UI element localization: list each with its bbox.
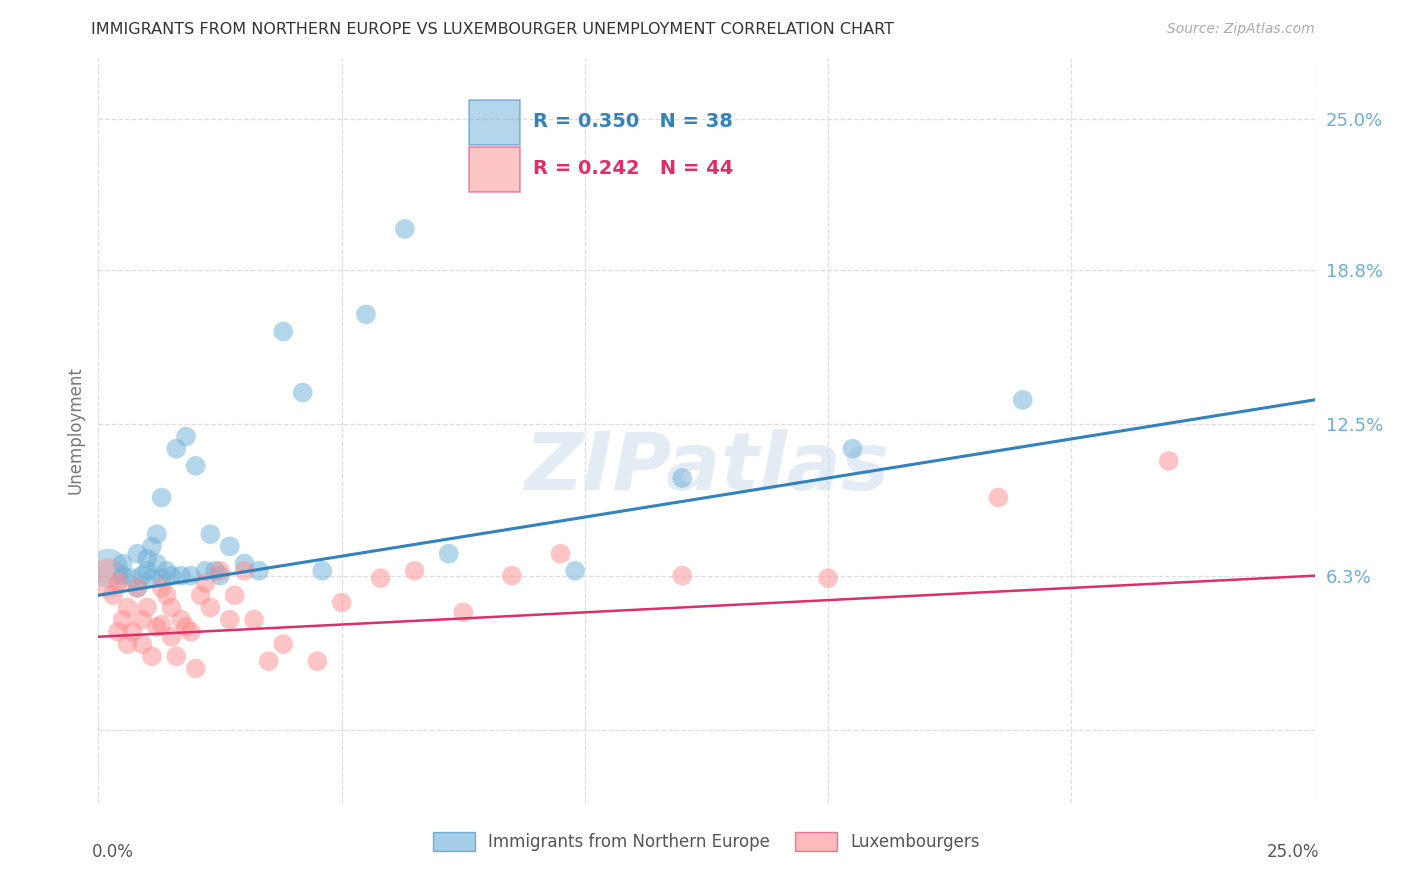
Point bbox=[131, 637, 153, 651]
Legend: Immigrants from Northern Europe, Luxembourgers: Immigrants from Northern Europe, Luxembo… bbox=[426, 825, 987, 858]
Point bbox=[170, 613, 193, 627]
Point bbox=[204, 564, 226, 578]
Point bbox=[404, 564, 426, 578]
Point bbox=[218, 540, 240, 554]
Point bbox=[131, 613, 153, 627]
Point bbox=[194, 564, 217, 578]
Point bbox=[150, 617, 173, 632]
Point bbox=[550, 547, 572, 561]
Point bbox=[160, 630, 183, 644]
Point bbox=[97, 561, 120, 575]
Point bbox=[243, 613, 266, 627]
Point bbox=[150, 581, 173, 595]
Point bbox=[671, 568, 693, 582]
Point bbox=[121, 624, 143, 639]
Point bbox=[121, 571, 143, 585]
Point bbox=[174, 429, 197, 443]
Point bbox=[127, 547, 149, 561]
Point bbox=[271, 637, 294, 651]
Point bbox=[170, 568, 193, 582]
Point bbox=[200, 600, 222, 615]
Point bbox=[136, 564, 159, 578]
Point bbox=[111, 557, 134, 571]
Point bbox=[841, 442, 863, 456]
Point bbox=[453, 605, 475, 619]
Point bbox=[224, 588, 246, 602]
Point bbox=[200, 527, 222, 541]
Point bbox=[146, 557, 169, 571]
Point bbox=[257, 654, 280, 668]
Point bbox=[107, 624, 129, 639]
Point bbox=[271, 325, 294, 339]
Text: R = 0.350   N = 38: R = 0.350 N = 38 bbox=[533, 112, 733, 131]
Point bbox=[146, 527, 169, 541]
Point bbox=[987, 491, 1010, 505]
Point bbox=[155, 588, 177, 602]
Point bbox=[233, 557, 256, 571]
Point bbox=[501, 568, 523, 582]
Point bbox=[141, 540, 163, 554]
Point bbox=[180, 624, 202, 639]
Point bbox=[165, 442, 187, 456]
Point bbox=[107, 576, 129, 591]
Text: Source: ZipAtlas.com: Source: ZipAtlas.com bbox=[1167, 22, 1315, 37]
Point bbox=[437, 547, 460, 561]
Point bbox=[150, 491, 173, 505]
Point bbox=[136, 600, 159, 615]
Point bbox=[101, 588, 124, 602]
Point bbox=[146, 620, 169, 634]
Point bbox=[136, 551, 159, 566]
Text: 0.0%: 0.0% bbox=[91, 843, 134, 861]
Point bbox=[150, 571, 173, 585]
Point bbox=[218, 613, 240, 627]
Text: R = 0.242   N = 44: R = 0.242 N = 44 bbox=[533, 159, 733, 178]
Point bbox=[394, 222, 416, 236]
Point bbox=[190, 588, 212, 602]
Point bbox=[97, 571, 120, 585]
Point bbox=[127, 581, 149, 595]
Point bbox=[160, 600, 183, 615]
Point bbox=[330, 596, 353, 610]
FancyBboxPatch shape bbox=[470, 101, 520, 145]
Point bbox=[180, 568, 202, 582]
Point bbox=[370, 571, 392, 585]
Point bbox=[184, 458, 207, 473]
Point bbox=[247, 564, 270, 578]
Point bbox=[354, 307, 377, 321]
FancyBboxPatch shape bbox=[470, 147, 520, 192]
Text: 25.0%: 25.0% bbox=[1267, 843, 1319, 861]
Y-axis label: Unemployment: Unemployment bbox=[66, 367, 84, 494]
Point bbox=[117, 637, 139, 651]
Point bbox=[111, 613, 134, 627]
Point bbox=[141, 571, 163, 585]
Point bbox=[307, 654, 329, 668]
Point bbox=[209, 568, 232, 582]
Text: ZIPatlas: ZIPatlas bbox=[524, 429, 889, 507]
Point bbox=[160, 568, 183, 582]
Point bbox=[1011, 392, 1033, 407]
Point bbox=[165, 649, 187, 664]
Point bbox=[817, 571, 839, 585]
Point bbox=[131, 568, 153, 582]
Point bbox=[141, 649, 163, 664]
Point bbox=[311, 564, 333, 578]
Point bbox=[174, 620, 197, 634]
Point bbox=[127, 581, 149, 595]
Point bbox=[1157, 454, 1180, 468]
Point bbox=[184, 661, 207, 675]
Point bbox=[291, 385, 314, 400]
Point bbox=[209, 564, 232, 578]
Point bbox=[233, 564, 256, 578]
Point bbox=[117, 600, 139, 615]
Point bbox=[671, 471, 693, 485]
Point bbox=[194, 576, 217, 591]
Point bbox=[564, 564, 586, 578]
Point bbox=[155, 564, 177, 578]
Text: IMMIGRANTS FROM NORTHERN EUROPE VS LUXEMBOURGER UNEMPLOYMENT CORRELATION CHART: IMMIGRANTS FROM NORTHERN EUROPE VS LUXEM… bbox=[91, 22, 894, 37]
Point bbox=[111, 568, 134, 582]
